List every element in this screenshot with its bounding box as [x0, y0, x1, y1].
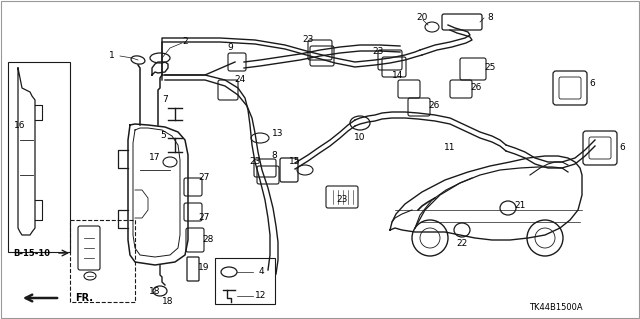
Text: 1: 1: [109, 50, 115, 60]
Text: 18: 18: [163, 298, 173, 307]
Text: 15: 15: [289, 158, 301, 167]
Text: 18: 18: [149, 286, 161, 295]
Text: B-15-10: B-15-10: [13, 249, 50, 257]
Text: 21: 21: [515, 201, 525, 210]
Text: 7: 7: [162, 95, 168, 105]
Text: 27: 27: [198, 213, 210, 222]
Text: 4: 4: [258, 268, 264, 277]
Text: 13: 13: [272, 130, 284, 138]
Text: 11: 11: [444, 144, 456, 152]
Text: 10: 10: [355, 133, 365, 143]
Text: 26: 26: [428, 101, 440, 110]
Text: 28: 28: [202, 235, 214, 244]
Text: 6: 6: [619, 144, 625, 152]
Bar: [215, 258, 275, 304]
Text: 12: 12: [255, 292, 267, 300]
Text: 6: 6: [589, 79, 595, 88]
Text: 19: 19: [198, 263, 210, 271]
Text: 23: 23: [336, 196, 348, 204]
Bar: [70, 220, 135, 302]
Text: 16: 16: [14, 121, 26, 130]
Text: TK44B1500A: TK44B1500A: [529, 303, 583, 313]
Text: 8: 8: [271, 151, 277, 160]
Text: 23: 23: [372, 48, 384, 56]
Text: 14: 14: [392, 71, 404, 80]
Text: 25: 25: [484, 63, 496, 72]
Text: 23: 23: [250, 158, 260, 167]
Text: 17: 17: [149, 153, 161, 162]
Text: 20: 20: [416, 13, 428, 23]
Text: 5: 5: [160, 130, 166, 139]
Text: 26: 26: [470, 84, 482, 93]
Text: 2: 2: [182, 38, 188, 47]
Text: 23: 23: [302, 35, 314, 44]
Text: 24: 24: [234, 76, 246, 85]
Text: 8: 8: [487, 13, 493, 23]
Text: 9: 9: [227, 43, 233, 53]
Bar: [8, 62, 70, 252]
Text: 27: 27: [198, 174, 210, 182]
Text: FR.: FR.: [75, 293, 93, 303]
Text: 22: 22: [456, 240, 468, 249]
